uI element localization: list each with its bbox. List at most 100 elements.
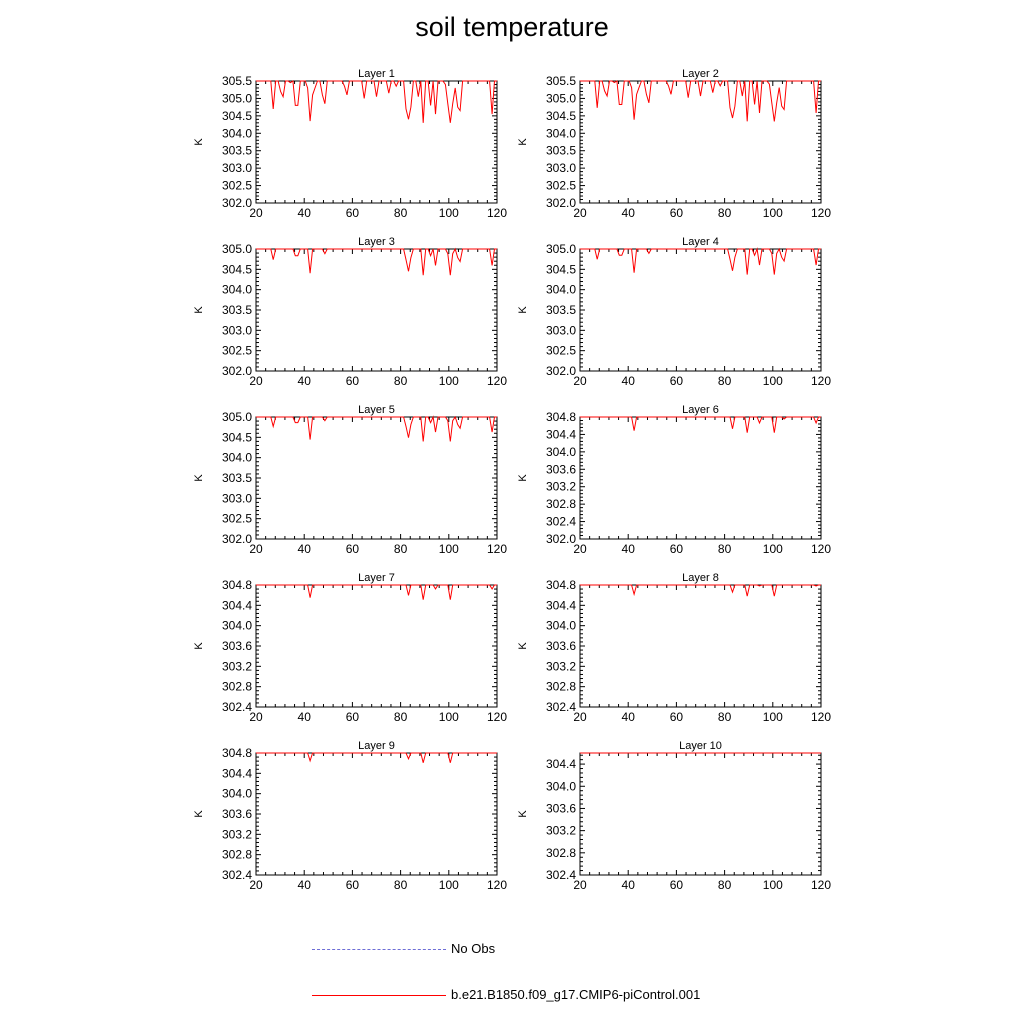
x-tick-label: 40: [622, 206, 636, 220]
x-tick-label: 40: [298, 710, 312, 724]
x-tick-label: 20: [249, 374, 263, 388]
x-tick-label: 120: [487, 374, 507, 388]
x-tick-label: 80: [718, 878, 732, 892]
series-line: [580, 247, 821, 275]
y-tick-label: 303.6: [222, 639, 252, 653]
x-tick-label: 40: [622, 710, 636, 724]
panel-title: Layer 3: [358, 236, 395, 248]
x-tick-label: 100: [439, 206, 459, 220]
y-tick-label: 304.8: [222, 578, 252, 592]
y-tick-label: 305.0: [222, 91, 252, 105]
panel-frame: [579, 416, 822, 540]
x-tick-label: 60: [346, 206, 360, 220]
panel-title: Layer 10: [679, 740, 722, 752]
x-tick-label: 60: [346, 374, 360, 388]
x-tick-label: 40: [298, 878, 312, 892]
panel-frame: [255, 248, 498, 372]
x-tick-label: 60: [670, 710, 684, 724]
x-tick-label: 60: [346, 542, 360, 556]
legend-model-label: b.e21.B1850.f09_g17.CMIP6-piControl.001: [451, 987, 701, 1002]
x-tick-label: 100: [439, 542, 459, 556]
series-line: [580, 416, 821, 433]
x-tick-label: 20: [249, 206, 263, 220]
x-tick-label: 60: [670, 542, 684, 556]
y-tick-label: 304.8: [546, 578, 576, 592]
y-tick-label: 304.4: [222, 598, 252, 612]
y-tick-label: 302.4: [546, 515, 576, 529]
panel-title: Layer 4: [682, 236, 719, 248]
y-tick-label: 302.8: [546, 497, 576, 511]
y-axis-label: K: [193, 306, 205, 314]
x-tick-label: 20: [249, 710, 263, 724]
y-tick-label: 302.8: [222, 848, 252, 862]
x-tick-label: 20: [249, 878, 263, 892]
y-tick-label: 303.6: [222, 807, 252, 821]
series-line: [580, 80, 821, 122]
y-tick-label: 303.0: [546, 323, 576, 337]
y-axis-label: K: [193, 642, 205, 650]
x-tick-label: 100: [763, 374, 783, 388]
y-tick-label: 304.0: [546, 126, 576, 140]
y-tick-label: 303.2: [222, 659, 252, 673]
y-tick-label: 302.5: [222, 179, 252, 193]
x-tick-label: 60: [670, 374, 684, 388]
x-tick-label: 20: [573, 878, 587, 892]
series-line: [256, 584, 497, 600]
y-tick-label: 303.0: [546, 161, 576, 175]
panel-frame: [579, 584, 822, 708]
y-tick-label: 304.5: [222, 109, 252, 123]
y-tick-label: 303.2: [222, 827, 252, 841]
panel-frame: [255, 416, 498, 540]
y-tick-label: 304.8: [546, 410, 576, 424]
series-line: [256, 415, 497, 442]
x-tick-label: 80: [394, 206, 408, 220]
y-tick-label: 302.0: [222, 196, 252, 210]
y-tick-label: 304.5: [546, 262, 576, 276]
y-axis-label: K: [517, 306, 529, 314]
x-tick-label: 80: [394, 710, 408, 724]
y-tick-label: 303.5: [546, 303, 576, 317]
y-tick-label: 303.0: [222, 161, 252, 175]
y-tick-label: 302.0: [546, 364, 576, 378]
y-tick-label: 302.4: [546, 868, 576, 882]
x-tick-label: 100: [763, 206, 783, 220]
x-tick-label: 20: [573, 710, 587, 724]
x-tick-label: 40: [298, 374, 312, 388]
y-tick-label: 302.0: [222, 532, 252, 546]
x-tick-label: 80: [394, 878, 408, 892]
x-tick-label: 120: [811, 206, 831, 220]
x-tick-label: 80: [718, 206, 732, 220]
y-tick-label: 305.0: [546, 242, 576, 256]
panel-frame: [579, 752, 822, 876]
y-tick-label: 302.8: [546, 846, 576, 860]
y-tick-label: 302.8: [222, 680, 252, 694]
x-tick-label: 40: [622, 878, 636, 892]
y-tick-label: 303.0: [222, 323, 252, 337]
x-tick-label: 40: [298, 206, 312, 220]
x-tick-label: 120: [811, 878, 831, 892]
panel-title: Layer 6: [682, 404, 719, 416]
x-tick-label: 20: [573, 374, 587, 388]
y-tick-label: 303.2: [546, 659, 576, 673]
y-tick-label: 304.0: [546, 619, 576, 633]
y-tick-label: 303.6: [546, 462, 576, 476]
y-tick-label: 304.8: [222, 746, 252, 760]
y-tick-label: 305.5: [222, 74, 252, 88]
y-tick-label: 303.5: [546, 144, 576, 158]
y-axis-label: K: [517, 810, 529, 818]
y-tick-label: 304.0: [222, 451, 252, 465]
x-tick-label: 60: [670, 206, 684, 220]
x-tick-label: 20: [573, 206, 587, 220]
y-tick-label: 304.0: [546, 283, 576, 297]
y-tick-label: 304.4: [546, 427, 576, 441]
x-tick-label: 120: [487, 710, 507, 724]
y-tick-label: 302.0: [222, 364, 252, 378]
y-axis-label: K: [517, 474, 529, 482]
x-tick-label: 100: [763, 878, 783, 892]
x-tick-label: 120: [811, 374, 831, 388]
x-tick-label: 60: [346, 878, 360, 892]
chart-title: soil temperature: [415, 12, 609, 42]
x-tick-label: 60: [670, 878, 684, 892]
y-tick-label: 304.0: [546, 445, 576, 459]
y-tick-label: 304.0: [546, 779, 576, 793]
